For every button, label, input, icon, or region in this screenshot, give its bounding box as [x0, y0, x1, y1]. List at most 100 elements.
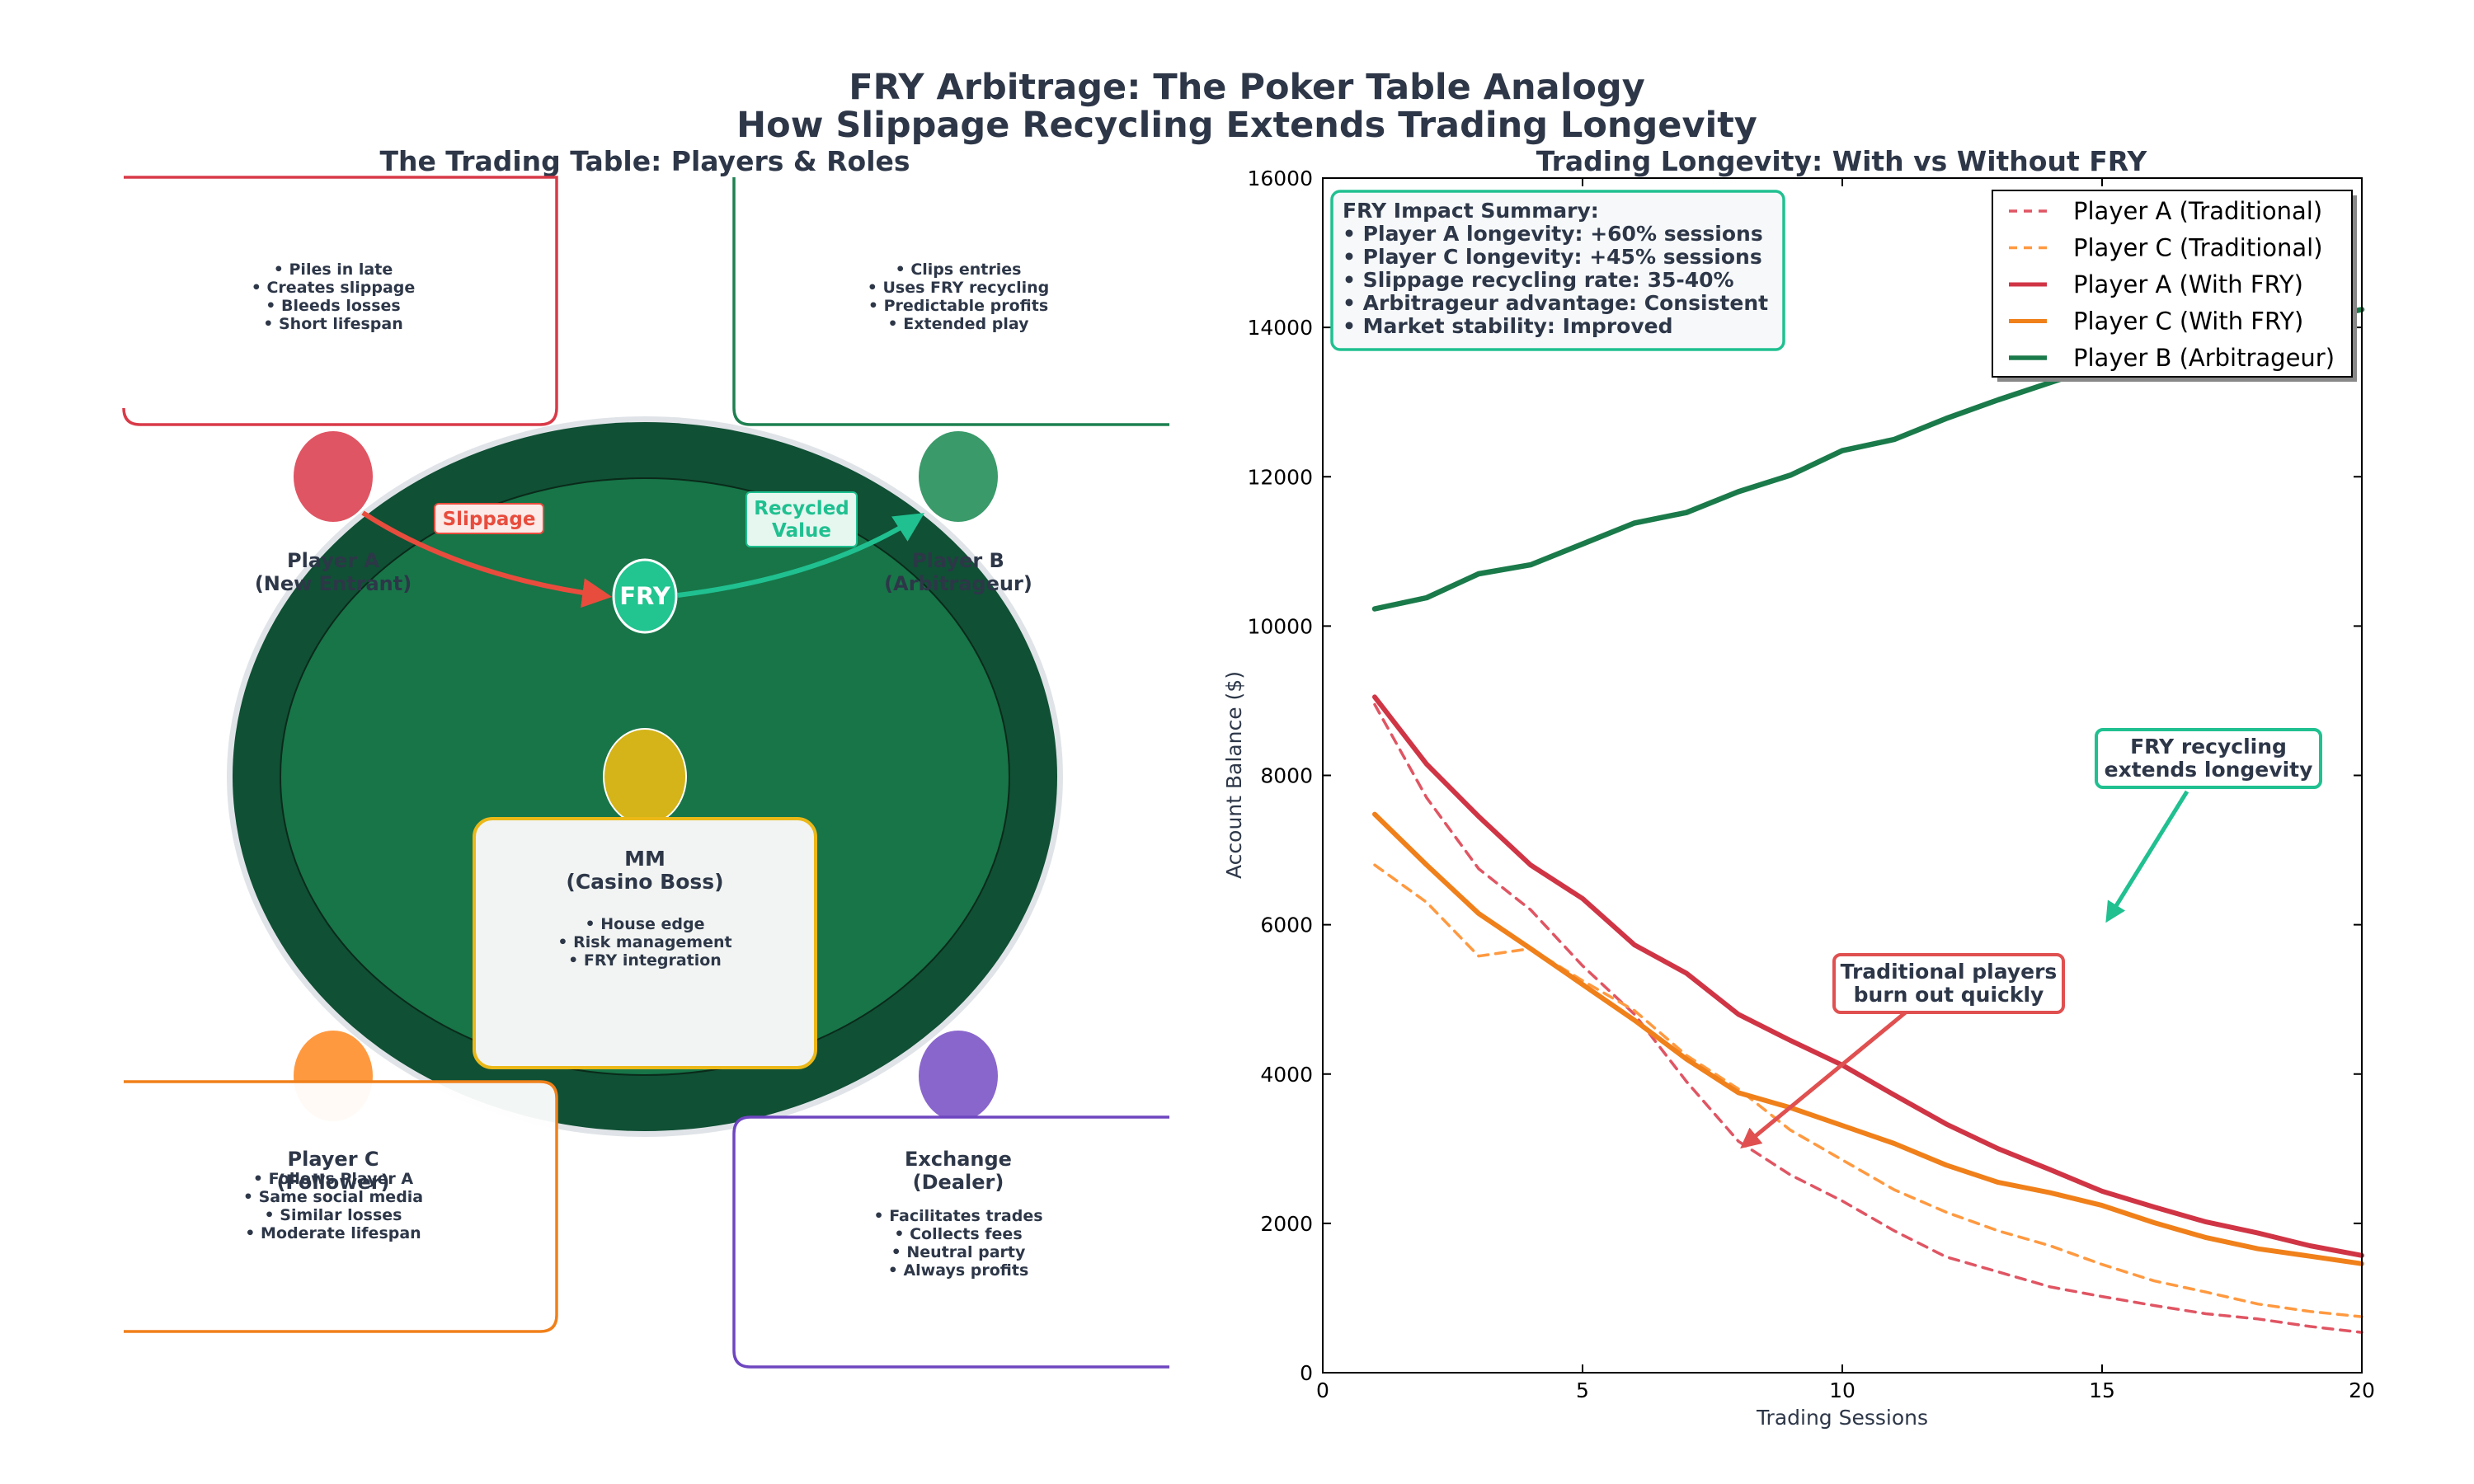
exchange-info-box — [732, 1115, 1169, 1369]
chart-lines — [1371, 307, 2365, 1334]
legend-label-2: Player A (With FRY) — [2073, 270, 2303, 298]
exchange-bullet: • Facilitates trades — [873, 1207, 1042, 1225]
fry-impact-summary: FRY Impact Summary: • Player A longevity… — [1330, 190, 1785, 351]
player-b-bullet: • Predictable profits — [868, 297, 1048, 315]
y-tick-label: 12000 — [1247, 465, 1313, 489]
annotation-burnout-box — [1832, 953, 2065, 1014]
exchange-bullet: • Neutral party — [891, 1243, 1026, 1261]
y-tick-label: 14000 — [1247, 316, 1313, 340]
summary-line: • Player C longevity: +45% sessions — [1343, 245, 1762, 269]
y-axis-ticks: 0 2000 4000 6000 8000 10000 12000 14000 16000 — [1247, 167, 2362, 1385]
summary-line: • Slippage recycling rate: 35-40% — [1343, 268, 1734, 292]
x-tick-label: 15 — [2089, 1378, 2115, 1402]
exchange-role: (Dealer) — [913, 1171, 1004, 1194]
y-tick-label: 2000 — [1260, 1212, 1313, 1236]
player-c-bullet: • Same social media — [243, 1188, 423, 1206]
player-b-bullet: • Extended play — [888, 315, 1030, 333]
exchange-bullet: • Always profits — [888, 1261, 1029, 1280]
mm-token — [603, 728, 687, 825]
summary-line: • Market stability: Improved — [1343, 314, 1672, 338]
y-tick-label: 16000 — [1247, 167, 1313, 190]
player-b-role: (Arbitrageur) — [884, 572, 1032, 595]
y-tick-label: 0 — [1300, 1361, 1313, 1385]
main-title-line1: FRY Arbitrage: The Poker Table Analogy — [849, 67, 1645, 108]
player-c-role: (Follower) — [276, 1171, 389, 1194]
summary-line: • Arbitrageur advantage: Consistent — [1343, 291, 1768, 315]
mm-bullet: • FRY integration — [568, 951, 722, 970]
player-a-bullets: • Piles in late • Creates slippage • Ble… — [252, 261, 416, 333]
annotation-burnout-arrow — [1740, 1006, 1913, 1149]
x-axis-label: Trading Sessions — [1756, 1406, 1928, 1430]
slippage-arrow — [361, 510, 613, 608]
player-a-bullet: • Piles in late — [274, 261, 393, 279]
recycled-value-label-line2: Value — [772, 520, 831, 542]
summary-line: • Player A longevity: +60% sessions — [1343, 222, 1763, 246]
series-line-3 — [1372, 811, 2364, 1266]
player-c-bullet: • Moderate lifespan — [245, 1224, 421, 1242]
player-a-name: Player A — [287, 549, 379, 572]
annotation-fry-text: extends longevity — [2105, 758, 2313, 782]
player-c-bullet: • Similar losses — [265, 1206, 402, 1224]
y-axis-label: Account Balance ($) — [1222, 671, 1246, 879]
y-tick-label: 8000 — [1260, 764, 1313, 788]
mm-bullet: • Risk management — [557, 933, 731, 951]
annotation-fry-box — [2095, 728, 2322, 789]
player-a-token — [294, 431, 373, 522]
player-c-info-box — [124, 1080, 558, 1333]
exchange-bullet: • Collects fees — [894, 1225, 1022, 1243]
player-b-name: Player B — [912, 549, 1004, 572]
annotation-fry-text: FRY recycling — [2130, 735, 2287, 758]
legend-label-0: Player A (Traditional) — [2073, 197, 2322, 225]
x-tick-label: 20 — [2349, 1378, 2375, 1402]
legend-label-1: Player C (Traditional) — [2073, 234, 2323, 262]
legend-box — [1992, 190, 2353, 378]
mm-role: (Casino Boss) — [566, 870, 723, 894]
legend-label-3: Player C (With FRY) — [2073, 308, 2303, 336]
x-tick-label: 10 — [1829, 1378, 1856, 1402]
annotation-burnout-text: burn out quickly — [1854, 983, 2044, 1007]
player-a-bullet: • Bleeds losses — [266, 297, 400, 315]
player-b-info-box — [732, 177, 1169, 426]
player-a-role: (New Entrant) — [255, 572, 412, 595]
player-c-name: Player C — [288, 1148, 379, 1171]
player-b-bullet: • Clips entries — [896, 261, 1022, 279]
fry-token — [612, 558, 678, 634]
mm-bullet: • House edge — [585, 915, 704, 933]
series-line-2 — [1372, 694, 2364, 1258]
exchange-name: Exchange — [905, 1148, 1012, 1171]
fry-token-label: FRY — [619, 582, 671, 610]
exchange-token — [919, 1031, 998, 1121]
chart-title: Trading Longevity: With vs Without FRY — [1536, 145, 2148, 177]
y-tick-label: 4000 — [1260, 1063, 1313, 1087]
player-a-bullet: • Creates slippage — [252, 279, 416, 297]
x-tick-label: 0 — [1316, 1378, 1329, 1402]
summary-heading: FRY Impact Summary: — [1343, 199, 1599, 223]
main-title-line2: How Slippage Recycling Extends Trading L… — [736, 105, 1757, 146]
annotation-fry-arrow — [2105, 790, 2189, 923]
player-a-info-box — [122, 176, 558, 426]
annotation-fry-recycling: FRY recycling extends longevity — [2095, 728, 2322, 923]
recycled-value-label-line1: Recycled — [754, 498, 849, 519]
x-axis-ticks: 0 5 10 15 20 — [1316, 178, 2375, 1402]
recycled-value-arrow — [677, 513, 925, 598]
y-tick-label: 6000 — [1260, 913, 1313, 937]
y-tick-label: 10000 — [1247, 614, 1313, 638]
player-b-bullets: • Clips entries • Uses FRY recycling • P… — [868, 261, 1050, 333]
x-tick-label: 5 — [1576, 1378, 1589, 1402]
slippage-label: Slippage — [443, 509, 536, 530]
slippage-label-box — [434, 503, 544, 534]
chart-legend: Player A (Traditional) Player C (Traditio… — [1992, 190, 2357, 382]
player-c-bullet: • Follows Player A — [253, 1170, 414, 1188]
longevity-chart: Trading Longevity: With vs Without FRY 0… — [1222, 145, 2375, 1430]
player-b-token — [919, 431, 998, 522]
player-a-bullet: • Short lifespan — [263, 315, 403, 333]
diagram-title: The Trading Table: Players & Roles — [379, 145, 910, 177]
legend-label-4: Player B (Arbitrageur) — [2073, 344, 2335, 372]
annotation-traditional-burnout: Traditional players burn out quickly — [1740, 953, 2065, 1149]
recycled-value-label-box — [745, 491, 858, 547]
mm-name: MM — [624, 847, 666, 871]
mm-info-box — [473, 817, 817, 1069]
poker-table-diagram: The Trading Table: Players & Roles • Pil… — [122, 145, 1169, 1369]
series-line-1 — [1373, 863, 2363, 1318]
